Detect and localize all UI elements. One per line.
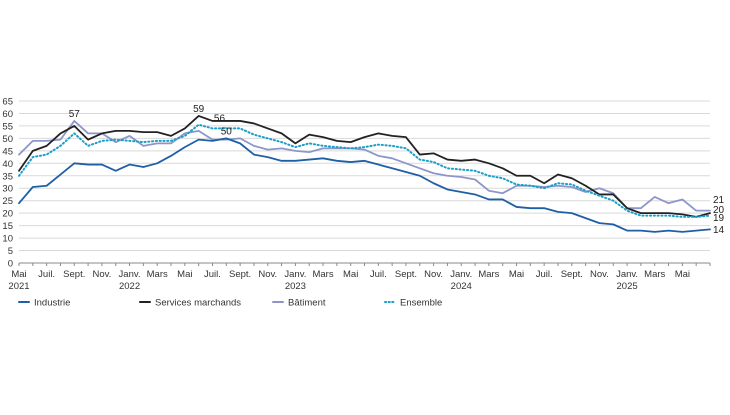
legend-label: Industrie: [34, 298, 70, 309]
data-label: 19: [713, 213, 725, 224]
series-line-ensemble: [18, 123, 711, 218]
x-tick-label: Janv.: [284, 269, 306, 280]
x-tick-label: Nov.: [92, 269, 111, 280]
data-label: 20: [713, 205, 725, 216]
data-label: 57: [69, 109, 81, 120]
x-tick-year-label: 2023: [285, 281, 306, 292]
x-tick-label: Nov.: [590, 269, 609, 280]
legend: Industrie Services marchands Bâtiment Ensem…: [18, 298, 442, 309]
x-tick-label: Mai: [343, 269, 358, 280]
data-label: 50: [221, 126, 233, 137]
data-label: 56: [214, 113, 226, 124]
x-tick-label: Juil.: [536, 269, 553, 280]
y-tick-label: 60: [2, 109, 13, 120]
x-tick-label: Mars: [147, 269, 168, 280]
x-tick-label: Mai: [11, 269, 26, 280]
y-tick-label: 5: [8, 246, 13, 257]
x-tick-label: Mai: [509, 269, 524, 280]
x-tick-label: Mai: [675, 269, 690, 280]
x-tick-year-label: 2024: [451, 281, 472, 292]
y-tick-label: 55: [2, 121, 13, 132]
series-line-batiment: [18, 120, 711, 212]
x-tick-label: Juil.: [38, 269, 55, 280]
x-tick-label: Mars: [312, 269, 333, 280]
legend-label: Ensemble: [400, 298, 442, 309]
y-tick-label: 35: [2, 171, 13, 182]
x-tick-year-label: 2022: [119, 281, 140, 292]
y-tick-label: 30: [2, 184, 13, 195]
x-tick-year-label: 2021: [8, 281, 29, 292]
x-tick-label: Juil.: [204, 269, 221, 280]
x-tick-label: Juil.: [370, 269, 387, 280]
x-tick-year-label: 2025: [617, 281, 638, 292]
x-tick-label: Janv.: [119, 269, 141, 280]
x-tick-label: Sept.: [561, 269, 583, 280]
legend-label: Services marchands: [155, 298, 241, 309]
series-line-services-marchands: [18, 115, 711, 218]
x-tick-label: Sept.: [229, 269, 251, 280]
y-tick-label: 0: [8, 259, 13, 270]
x-tick-label: Janv.: [616, 269, 638, 280]
x-tick-label: Nov.: [424, 269, 443, 280]
series-line-industrie: [18, 137, 711, 233]
x-tick-label: Nov.: [258, 269, 277, 280]
x-tick-label: Mars: [644, 269, 665, 280]
data-label: 14: [713, 225, 725, 236]
y-tick-label: 45: [2, 146, 13, 157]
data-label: 21: [713, 195, 725, 206]
series-lines: [18, 115, 711, 233]
x-tick-label: Sept.: [395, 269, 417, 280]
y-tick-label: 10: [2, 234, 13, 245]
x-tick-label: Mars: [478, 269, 499, 280]
y-tick-label: 25: [2, 196, 13, 207]
y-tick-label: 20: [2, 209, 13, 220]
y-tick-label: 15: [2, 221, 13, 232]
data-label: 59: [193, 104, 205, 115]
gridlines: [19, 100, 710, 252]
legend-label: Bâtiment: [288, 298, 326, 309]
x-tick-label: Sept.: [63, 269, 85, 280]
x-tick-label: Mai: [177, 269, 192, 280]
y-tick-label: 40: [2, 159, 13, 170]
y-tick-label: 50: [2, 134, 13, 145]
y-tick-label: 65: [2, 97, 13, 108]
x-tick-label: Janv.: [450, 269, 472, 280]
